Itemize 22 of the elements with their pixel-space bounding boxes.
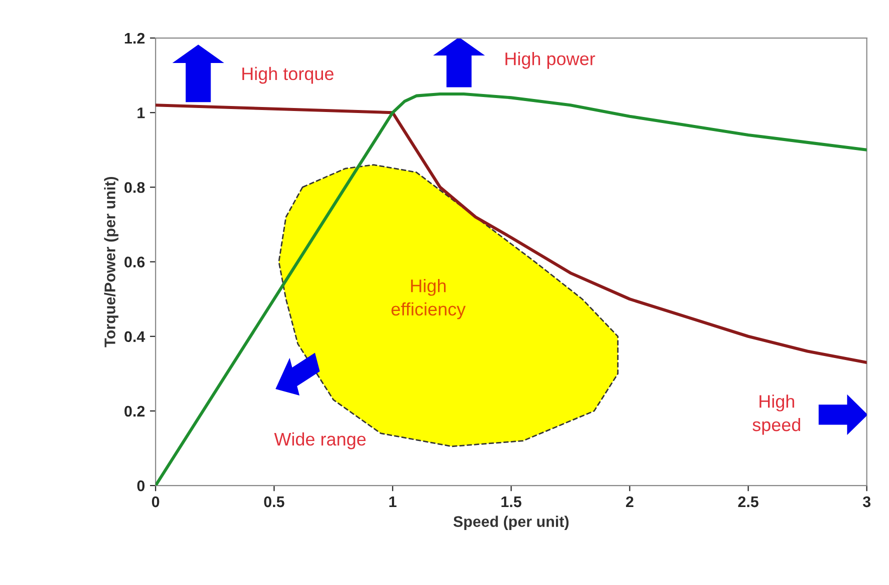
x-axis-title: Speed (per unit) bbox=[453, 516, 569, 530]
x-tick-label: 2 bbox=[626, 496, 634, 508]
x-tick-label: 2.5 bbox=[738, 496, 758, 508]
y-axis-title: Torque/Power (per unit) bbox=[104, 176, 118, 348]
x-tick-label: 1 bbox=[389, 496, 396, 508]
y-tick-label: 0.8 bbox=[124, 182, 145, 193]
y-tick-label: 1 bbox=[138, 108, 145, 118]
x-tick-label: 0 bbox=[152, 496, 160, 508]
y-tick-label: 0.2 bbox=[124, 406, 145, 417]
y-tick-label: 0.6 bbox=[124, 256, 145, 268]
x-tick-label: 0.5 bbox=[264, 496, 284, 508]
x-tick-label: 1.5 bbox=[502, 496, 522, 508]
annotation: High power bbox=[506, 52, 596, 69]
annotation: Wide range bbox=[274, 432, 366, 450]
x-tick-label: 3 bbox=[862, 496, 870, 508]
y-tick-label: 0 bbox=[137, 480, 145, 492]
annotation: High torque bbox=[242, 66, 334, 84]
y-tick-label: 1.2 bbox=[124, 32, 145, 44]
annotation: High speed bbox=[752, 394, 800, 435]
y-tick-label: 0.4 bbox=[124, 331, 146, 342]
annotation: High efficiency bbox=[391, 278, 466, 320]
line-series bbox=[156, 104, 867, 364]
